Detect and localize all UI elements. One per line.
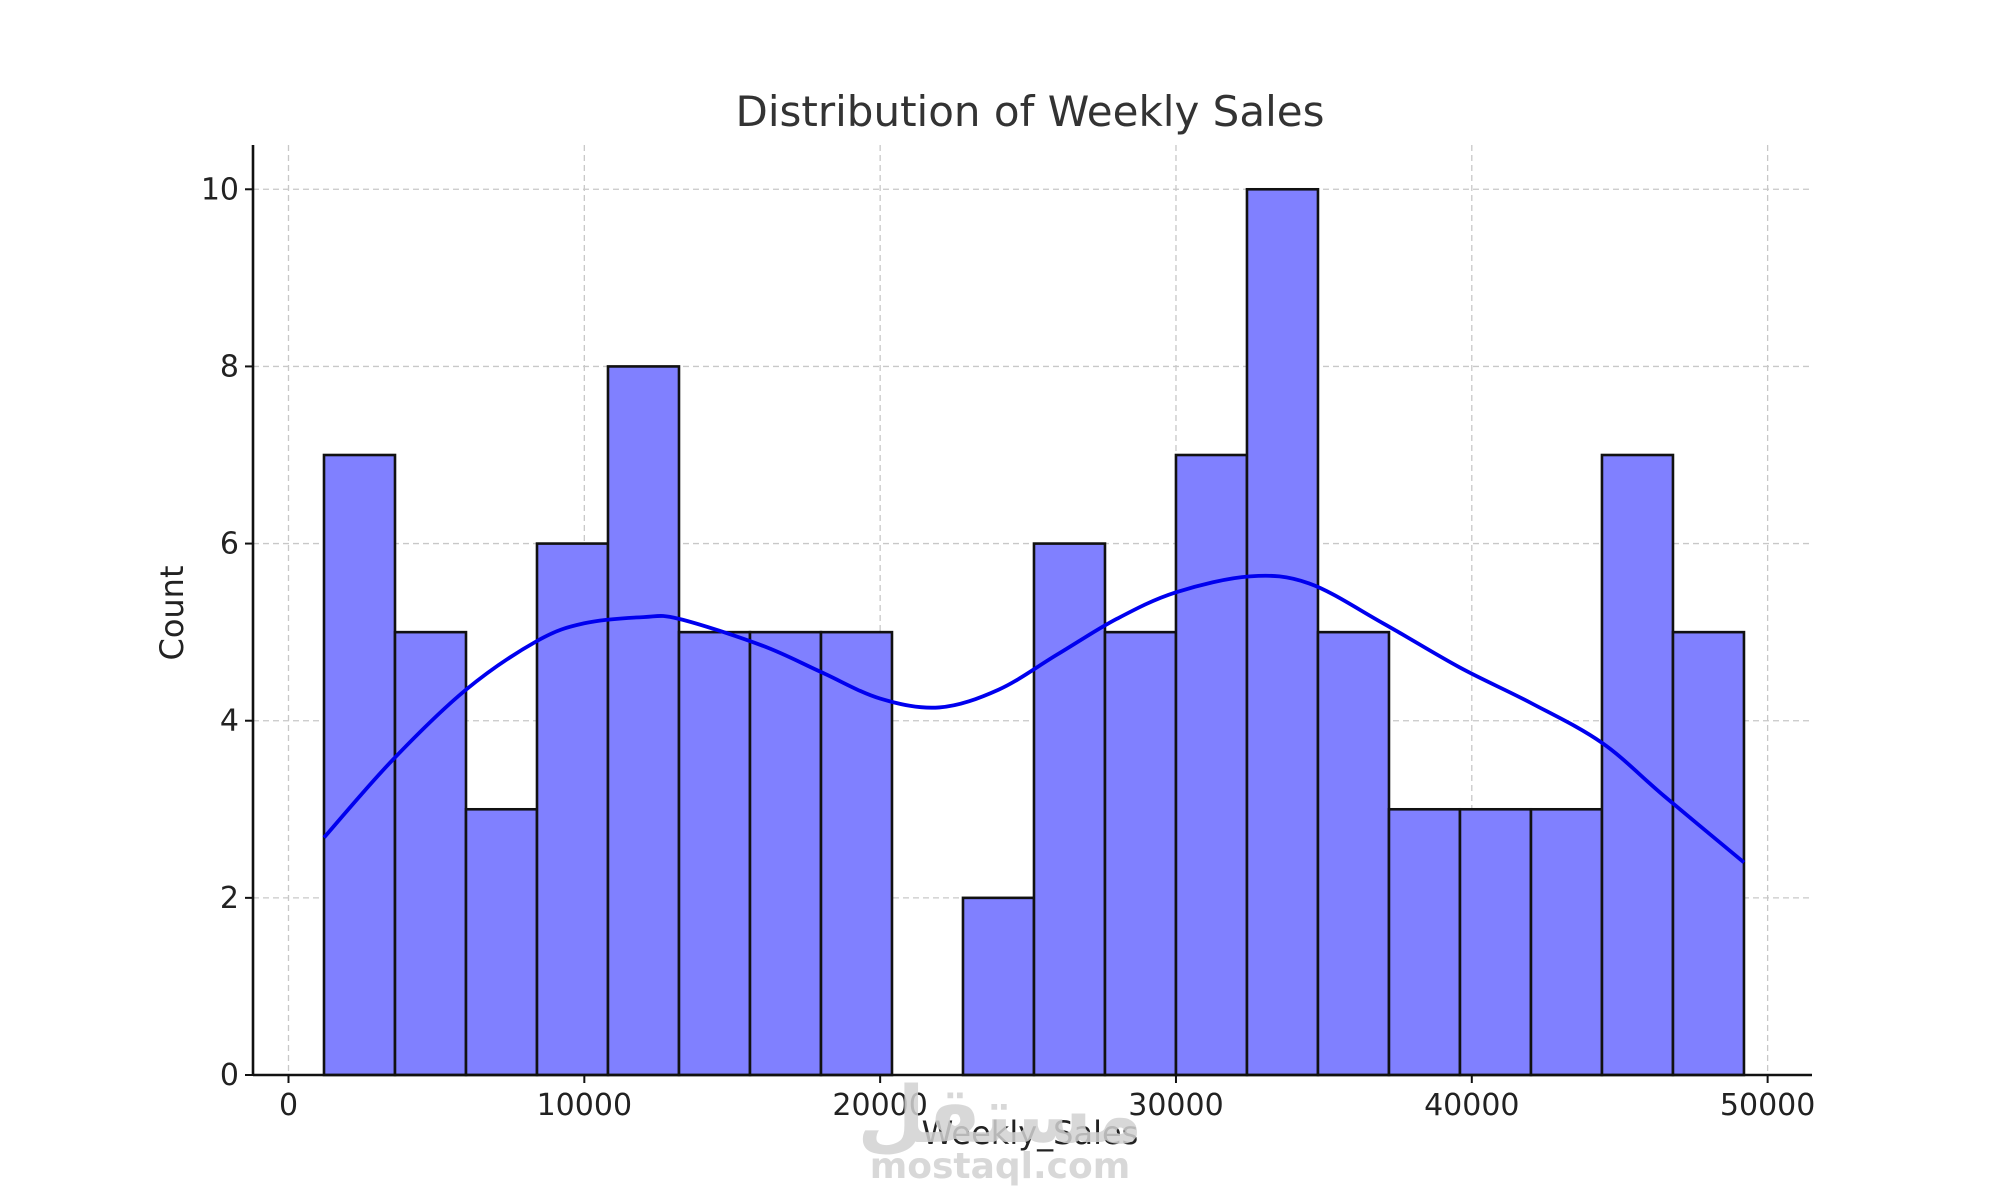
histogram-bar-10 xyxy=(1032,542,1107,1077)
histogram-bars xyxy=(322,187,1746,1077)
histogram-bar-7 xyxy=(819,630,894,1077)
histogram-bar-5 xyxy=(677,630,752,1077)
histogram-bar-9 xyxy=(961,896,1036,1077)
x-tick-label-5: 50000 xyxy=(1720,1088,1815,1123)
histogram-bar-14 xyxy=(1316,630,1391,1077)
y-tick-label-3: 6 xyxy=(220,527,239,562)
y-tick-label-1: 2 xyxy=(220,881,239,916)
x-tick-label-0: 0 xyxy=(279,1088,298,1123)
histogram-bar-11 xyxy=(1103,630,1178,1077)
y-axis-ticks: 0 2 4 6 8 10 xyxy=(201,172,253,1093)
y-tick-label-5: 10 xyxy=(201,172,239,207)
histogram-bar-0 xyxy=(322,453,397,1077)
grid-lines xyxy=(253,145,1812,1076)
y-tick-label-0: 0 xyxy=(220,1058,239,1093)
y-axis-title: Count xyxy=(153,565,191,660)
watermark-arabic: مستقل xyxy=(857,1071,1142,1161)
watermark-latin: mostaql.com xyxy=(870,1146,1131,1187)
histogram-bar-6 xyxy=(748,630,823,1077)
histogram-bar-16 xyxy=(1458,807,1533,1077)
histogram-bar-18 xyxy=(1600,453,1675,1077)
y-tick-label-4: 8 xyxy=(220,349,239,384)
x-tick-label-1: 10000 xyxy=(537,1088,632,1123)
watermark: مستقل mostaql.com xyxy=(857,1071,1142,1187)
histogram-bar-12 xyxy=(1174,453,1249,1077)
x-tick-label-3: 30000 xyxy=(1128,1088,1223,1123)
x-axis-ticks: 0 10000 20000 30000 40000 50000 xyxy=(279,1075,1815,1123)
histogram-bar-19 xyxy=(1671,630,1746,1077)
histogram-bar-4 xyxy=(606,365,681,1077)
chart-title: Distribution of Weekly Sales xyxy=(736,87,1325,136)
histogram-bar-15 xyxy=(1387,807,1462,1077)
kde-curve xyxy=(322,573,1746,864)
histogram-bar-13 xyxy=(1245,187,1320,1077)
x-tick-label-4: 40000 xyxy=(1424,1088,1519,1123)
histogram-bar-17 xyxy=(1529,807,1604,1077)
histogram-bar-2 xyxy=(464,807,539,1077)
y-tick-label-2: 4 xyxy=(220,704,239,739)
x-tick-label-2: 20000 xyxy=(832,1088,927,1123)
histogram-bar-3 xyxy=(535,542,610,1077)
axes xyxy=(251,145,1812,1077)
x-axis-title: Weekly_Sales xyxy=(922,1114,1139,1152)
